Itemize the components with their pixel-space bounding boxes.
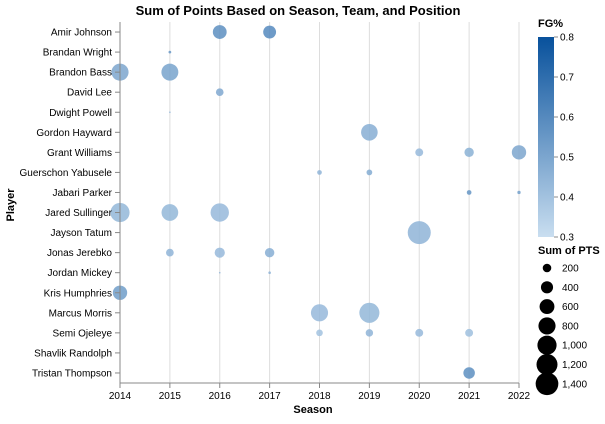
y-tick-label: Jabari Parker <box>53 188 113 199</box>
data-point <box>169 111 171 114</box>
x-tick-label: 2022 <box>508 391 531 402</box>
data-point <box>466 190 472 195</box>
size-legend-label: 1,200 <box>562 360 587 371</box>
data-point <box>511 145 527 160</box>
y-tick-label: Jonas Jerebko <box>47 248 112 259</box>
color-legend-label: 0.8 <box>560 33 574 44</box>
size-legend-title: Sum of PTS <box>538 245 600 257</box>
data-point <box>407 221 431 245</box>
data-point <box>366 169 373 176</box>
y-tick-label: Tristan Thompson <box>32 368 112 379</box>
y-tick-label: Brandan Wright <box>43 48 113 59</box>
data-point <box>517 190 521 195</box>
color-legend-label: 0.7 <box>560 73 574 84</box>
x-tick-label: 2021 <box>458 391 481 402</box>
y-tick-label: Semi Ojeleye <box>53 328 113 339</box>
data-point <box>168 50 172 54</box>
data-point <box>359 302 380 323</box>
y-tick-label: Grant Williams <box>47 148 112 159</box>
data-point <box>161 204 179 221</box>
data-point <box>215 88 224 97</box>
data-point <box>264 247 275 258</box>
size-legend-label: 1,000 <box>562 341 587 352</box>
color-legend-title: FG% <box>538 18 563 30</box>
size-legend-symbol <box>535 372 559 396</box>
data-point <box>415 328 424 337</box>
data-point <box>316 329 323 337</box>
y-tick-label: Kris Humphries <box>44 288 112 299</box>
data-point <box>268 271 271 274</box>
x-tick-label: 2020 <box>408 391 431 402</box>
y-tick-label: Jayson Tatum <box>50 228 112 239</box>
x-tick-label: 2018 <box>308 391 331 402</box>
size-legend-symbol <box>536 354 558 375</box>
size-legend-label: 200 <box>562 264 579 275</box>
data-point <box>210 203 229 222</box>
data-point <box>212 25 227 39</box>
chart-title: Sum of Points Based on Season, Team, and… <box>136 3 461 18</box>
axes: Amir Johnson Brandan Wright Brandon Bass Da… <box>20 22 531 402</box>
x-tick-label: 2015 <box>159 391 182 402</box>
y-tick-label: Amir Johnson <box>51 28 112 39</box>
size-legend-label: 1,400 <box>562 379 587 390</box>
data-point <box>263 25 277 39</box>
x-tick-label: 2017 <box>259 391 282 402</box>
data-point <box>310 304 329 322</box>
x-axis-title: Season <box>293 404 332 416</box>
y-tick-label: Jared Sullinger <box>45 208 112 219</box>
y-tick-label: Jordan Mickey <box>48 268 112 279</box>
data-point <box>317 170 322 175</box>
y-tick-label: Dwight Powell <box>49 108 112 119</box>
color-legend-label: 0.5 <box>560 153 574 164</box>
y-tick-label: Brandon Bass <box>49 68 112 79</box>
y-tick-label: David Lee <box>67 88 112 99</box>
y-axis-title: Player <box>5 188 17 222</box>
size-legend-symbol <box>538 317 556 335</box>
size-legend-symbol <box>537 335 557 355</box>
y-tick-label: Guerschon Yabusele <box>20 168 113 179</box>
size-legend-label: 800 <box>562 321 579 332</box>
data-point <box>465 328 474 337</box>
color-legend-label: 0.6 <box>560 113 574 124</box>
size-legend-label: 600 <box>562 302 579 313</box>
x-tick-label: 2019 <box>358 391 381 402</box>
data-point <box>161 63 179 81</box>
y-tick-label: Marcus Morris <box>49 308 112 319</box>
x-tick-label: 2016 <box>209 391 232 402</box>
size-legend-symbol <box>539 299 555 315</box>
size-legend-label: 400 <box>562 283 579 294</box>
data-point <box>415 148 424 157</box>
grid-lines <box>119 22 520 383</box>
data-point <box>218 271 221 274</box>
data-point <box>464 147 474 158</box>
data-point <box>166 248 174 257</box>
data-point <box>463 367 475 379</box>
data-point <box>365 329 374 337</box>
y-tick-label: Shavlik Randolph <box>34 348 112 359</box>
y-tick-label: Gordon Hayward <box>36 128 112 139</box>
color-legend-label: 0.4 <box>560 193 574 204</box>
color-legend-label: 0.3 <box>560 233 574 244</box>
color-legend-gradient <box>538 37 554 237</box>
data-points <box>110 25 527 379</box>
size-legend-symbol <box>540 281 554 294</box>
data-point <box>361 124 378 141</box>
data-point <box>214 247 225 258</box>
x-tick-label: 2014 <box>109 391 132 402</box>
size-legend-symbol <box>542 263 552 273</box>
